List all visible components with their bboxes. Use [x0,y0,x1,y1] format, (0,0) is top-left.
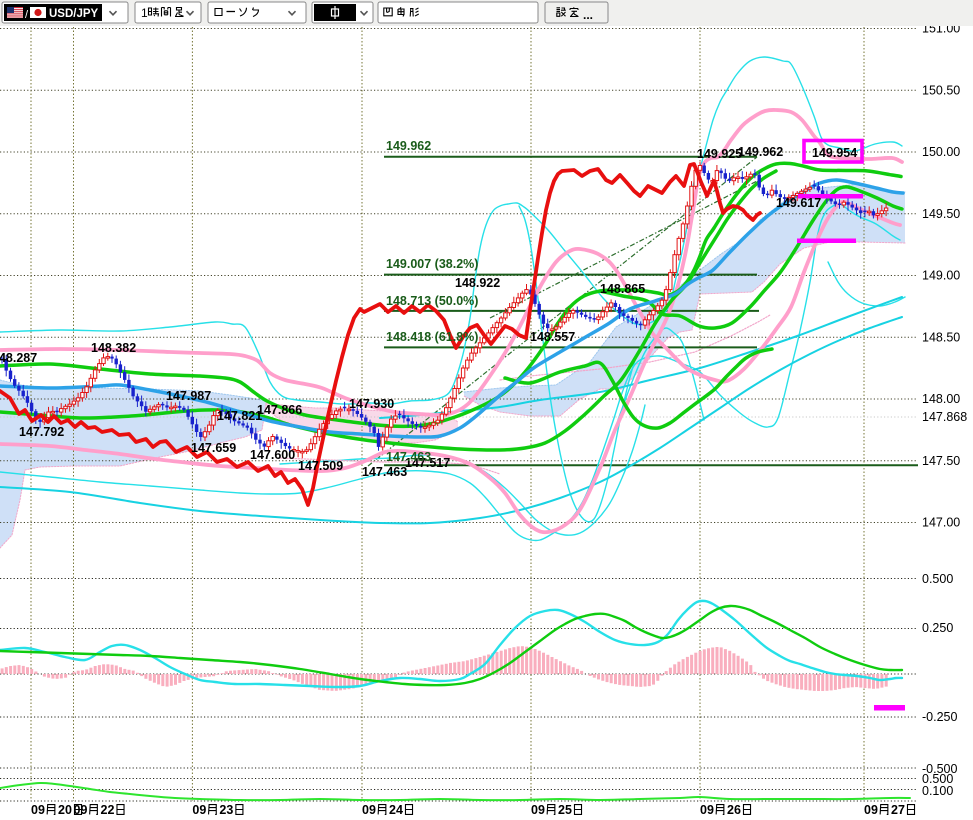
svg-text:-0.250: -0.250 [922,710,957,724]
svg-text:09: 09 [74,803,88,817]
svg-text:09: 09 [192,803,206,817]
svg-text:0.500: 0.500 [922,772,953,786]
svg-text:147.930: 147.930 [349,397,394,411]
svg-text:25: 25 [558,803,572,817]
svg-text:149.007 (38.2%): 149.007 (38.2%) [386,257,478,271]
svg-text:149.50: 149.50 [922,207,960,221]
svg-text:20: 20 [58,803,72,817]
svg-text:09: 09 [362,803,376,817]
svg-text:147.517: 147.517 [405,456,450,470]
svg-text:147.50: 147.50 [922,454,960,468]
svg-text:148.713 (50.0%): 148.713 (50.0%) [386,294,478,308]
svg-text:27: 27 [891,803,905,817]
svg-text:148.922: 148.922 [455,276,500,290]
svg-text:149.962: 149.962 [738,145,783,159]
svg-text:147.463: 147.463 [386,450,431,464]
svg-text:/: / [25,9,29,21]
svg-text:147.792: 147.792 [19,425,64,439]
svg-text:09: 09 [864,803,878,817]
svg-text:148.287: 148.287 [0,351,37,365]
svg-text:24: 24 [389,803,403,817]
svg-text:149.962: 149.962 [386,139,431,153]
svg-text:09: 09 [700,803,714,817]
svg-text:149.00: 149.00 [922,269,960,283]
svg-text:147.00: 147.00 [922,516,960,530]
svg-text:147.463: 147.463 [362,465,407,479]
svg-text:23: 23 [219,803,233,817]
svg-text:148.865: 148.865 [600,282,645,296]
svg-text:147.866: 147.866 [257,403,302,417]
svg-text:148.418 (61.8%): 148.418 (61.8%) [386,330,478,344]
svg-text:147.868: 147.868 [922,410,967,424]
svg-text:0.250: 0.250 [922,621,953,635]
svg-text:0.100: 0.100 [922,784,953,798]
svg-text:09: 09 [31,803,45,817]
svg-text:0.500: 0.500 [922,572,953,586]
svg-text:147.659: 147.659 [191,441,236,455]
svg-text:26: 26 [727,803,741,817]
svg-text:147.600: 147.600 [250,448,295,462]
svg-text:22: 22 [101,803,115,817]
svg-text:149.925: 149.925 [697,147,742,161]
svg-text:1: 1 [141,6,148,20]
svg-text:148.00: 148.00 [922,392,960,406]
svg-text:-0.500: -0.500 [922,762,957,776]
svg-text:148.382: 148.382 [91,341,136,355]
svg-text:09: 09 [531,803,545,817]
svg-text:147.987: 147.987 [166,389,211,403]
svg-text:147.509: 147.509 [298,459,343,473]
svg-text:148.557: 148.557 [530,330,575,344]
svg-text:148.50: 148.50 [922,330,960,344]
svg-text:149.617: 149.617 [776,196,821,210]
svg-text:...: ... [583,8,593,22]
svg-text:147.821: 147.821 [217,409,262,423]
svg-text:149.954: 149.954 [812,146,857,160]
svg-text:150.50: 150.50 [922,83,960,97]
svg-text:USD/JPY: USD/JPY [49,8,99,20]
svg-text:150.00: 150.00 [922,145,960,159]
